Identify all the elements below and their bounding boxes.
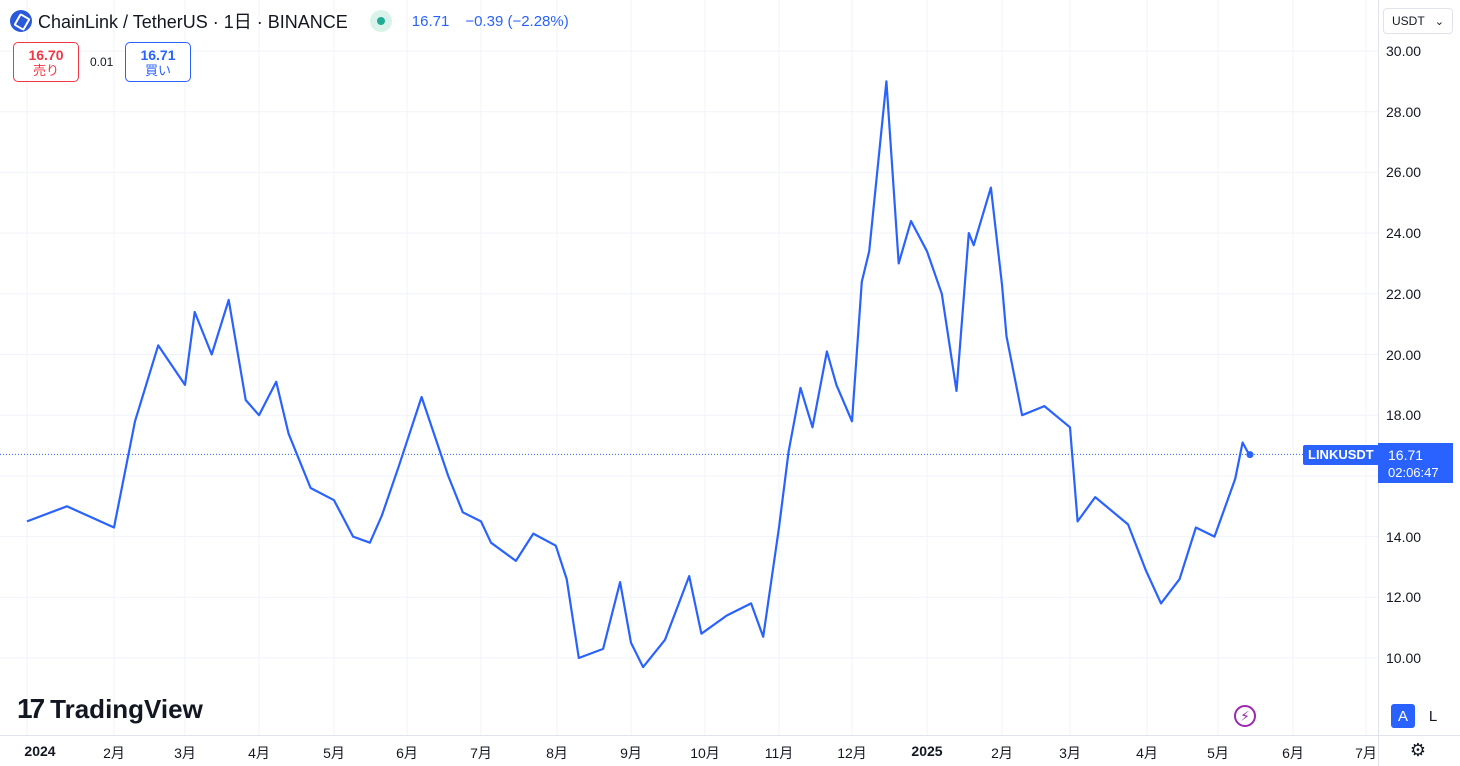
x-tick-label: 11月 <box>764 745 794 761</box>
x-tick-label: 2024 <box>24 743 56 759</box>
x-tick-label: 4月 <box>1136 745 1158 761</box>
settings-gear-icon[interactable]: ⚙ <box>1409 739 1427 760</box>
bar-countdown: 02:06:47 <box>1388 465 1439 480</box>
lightning-icon[interactable]: ⚡ <box>1234 705 1256 727</box>
y-tick-label: 30.00 <box>1386 43 1422 59</box>
price-change: −0.39 (−2.28%) <box>465 12 569 30</box>
chainlink-logo-icon <box>10 10 32 32</box>
buy-price: 16.71 <box>140 47 176 63</box>
x-tick-label: 6月 <box>1282 745 1304 761</box>
x-tick-label: 6月 <box>396 745 418 761</box>
log-scale-button[interactable]: L <box>1428 707 1438 725</box>
sell-price: 16.70 <box>28 47 64 63</box>
tradingview-name: TradingView <box>50 693 203 724</box>
symbol-title[interactable]: ChainLink / TetherUS · 1日 · BINANCE <box>38 12 348 32</box>
y-tick-label: 10.00 <box>1386 650 1422 666</box>
y-tick-label: 28.00 <box>1386 103 1422 120</box>
x-tick-label: 9月 <box>620 745 642 761</box>
tradingview-mark-icon: 17 <box>17 693 45 724</box>
x-tick-label: 4月 <box>248 745 270 761</box>
x-tick-label: 3月 <box>174 745 196 761</box>
y-tick-label: 20.00 <box>1386 346 1422 363</box>
price-axis[interactable] <box>1378 0 1460 735</box>
market-open-icon[interactable] <box>369 10 392 32</box>
x-tick-label: 12月 <box>837 745 867 761</box>
x-tick-label: 7月 <box>470 745 492 761</box>
chart-pane[interactable] <box>0 0 1378 735</box>
x-tick-label: 8月 <box>546 745 568 761</box>
ticker-tag: LINKUSDT <box>1303 445 1379 465</box>
x-tick-label: 2025 <box>911 743 943 759</box>
currency-select[interactable]: USDT ⌄ <box>1383 8 1453 34</box>
last-price: 16.71 <box>411 12 450 30</box>
y-tick-label: 18.00 <box>1386 407 1422 424</box>
sell-button[interactable]: 16.70 売り <box>13 42 79 82</box>
axis-corner <box>1378 735 1460 766</box>
x-tick-label: 10月 <box>690 745 720 761</box>
y-tick-label: 22.00 <box>1386 285 1422 302</box>
x-tick-label: 5月 <box>1207 745 1229 761</box>
series-line[interactable] <box>26 80 1251 669</box>
y-tick-label: 14.00 <box>1386 528 1422 545</box>
buy-button[interactable]: 16.71 買い <box>125 42 191 82</box>
y-tick-label: 26.00 <box>1386 164 1422 181</box>
x-tick-label: 2月 <box>103 745 125 761</box>
auto-scale-button[interactable]: A <box>1391 704 1415 728</box>
y-tick-label: 12.00 <box>1386 589 1422 606</box>
sell-label: 売り <box>32 63 59 78</box>
buy-label: 買い <box>144 63 171 78</box>
time-axis[interactable] <box>0 735 1378 766</box>
x-tick-label: 3月 <box>1059 745 1081 761</box>
y-tick-label: 24.00 <box>1386 225 1422 242</box>
last-point-marker <box>1246 451 1254 459</box>
tradingview-logo[interactable]: 17 TradingView <box>17 693 203 725</box>
x-tick-label: 2月 <box>991 745 1013 761</box>
symbol-header: ChainLink / TetherUS · 1日 · BINANCE 16.7… <box>10 8 569 34</box>
current-price-label: 16.71 02:06:47 <box>1378 443 1453 483</box>
currency-label: USDT <box>1392 14 1425 28</box>
x-tick-label: 5月 <box>323 745 345 761</box>
spread-value: 0.01 <box>90 55 114 69</box>
x-tick-label: 7月 <box>1355 745 1377 761</box>
chevron-down-icon: ⌄ <box>1434 15 1444 28</box>
live-dot-icon <box>376 17 385 25</box>
current-price: 16.71 <box>1388 447 1424 463</box>
price-chart[interactable] <box>0 0 1378 735</box>
